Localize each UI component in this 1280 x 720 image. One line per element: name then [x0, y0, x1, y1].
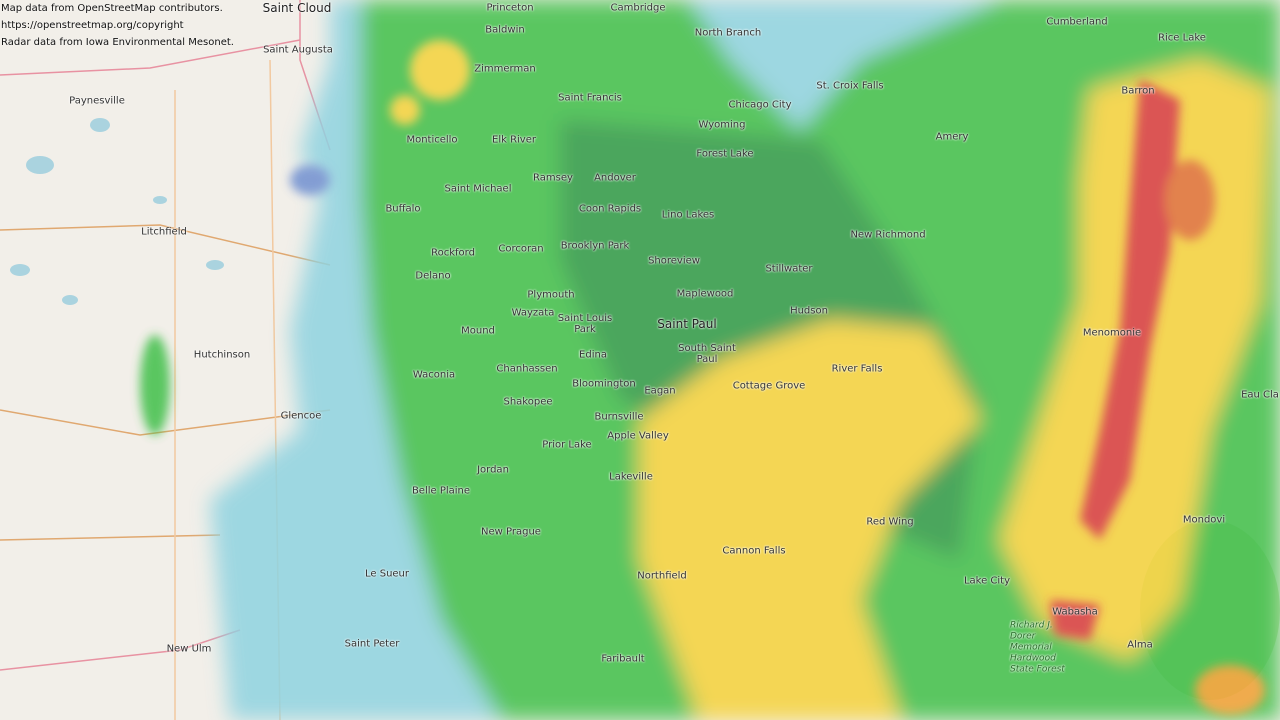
place-label[interactable]: Saint Francis — [558, 92, 622, 104]
place-label[interactable]: Saint Michael — [444, 183, 512, 195]
place-label[interactable]: Paynesville — [69, 95, 125, 107]
place-label[interactable]: Alma — [1127, 639, 1153, 651]
place-label[interactable]: Princeton — [486, 2, 534, 14]
place-label[interactable]: Wayzata — [511, 307, 555, 319]
place-label[interactable]: Red Wing — [866, 516, 914, 528]
place-label[interactable]: Saint Cloud — [262, 1, 332, 15]
place-label[interactable]: Northfield — [637, 570, 687, 582]
place-label[interactable]: Mound — [461, 325, 495, 337]
radar-red-echo — [1080, 80, 1180, 540]
place-label[interactable]: Litchfield — [141, 226, 187, 238]
place-label[interactable]: Lakeville — [609, 471, 653, 483]
place-label[interactable]: Elk River — [492, 134, 536, 146]
lakes — [10, 118, 224, 305]
place-label[interactable]: Richard J. Dorer Memorial Hardwood State… — [1010, 620, 1065, 675]
roads — [0, 0, 331, 720]
radar-yellow-echo — [640, 320, 980, 720]
place-label[interactable]: Prior Lake — [542, 439, 592, 451]
place-label[interactable]: Wyoming — [698, 119, 746, 131]
place-label[interactable]: Plymouth — [527, 289, 575, 301]
place-label[interactable]: Rice Lake — [1158, 32, 1206, 44]
place-label[interactable]: North Branch — [694, 27, 762, 39]
place-label[interactable]: Shoreview — [648, 255, 700, 267]
place-label[interactable]: Eagan — [644, 385, 676, 397]
place-label[interactable]: New Richmond — [850, 229, 926, 241]
place-label[interactable]: Maplewood — [676, 288, 734, 300]
place-label[interactable]: Saint Louis Park — [557, 313, 613, 335]
place-label[interactable]: Ramsey — [533, 172, 573, 184]
place-label[interactable]: Corcoran — [498, 243, 544, 255]
attribution-radar: Radar data from Iowa Environmental Meson… — [1, 37, 234, 48]
place-label[interactable]: Stillwater — [765, 263, 813, 275]
attribution-osm-link[interactable]: https://openstreetmap.org/copyright — [1, 20, 184, 31]
place-label[interactable]: Delano — [415, 270, 451, 282]
place-label[interactable]: Glencoe — [280, 410, 322, 422]
place-label[interactable]: Bloomington — [572, 378, 636, 390]
place-label[interactable]: Belle Plaine — [411, 485, 471, 497]
place-label[interactable]: Lino Lakes — [661, 209, 715, 221]
place-label[interactable]: Chicago City — [728, 99, 792, 111]
place-label[interactable]: Forest Lake — [696, 148, 754, 160]
place-label[interactable]: Le Sueur — [364, 568, 410, 580]
place-label[interactable]: Brooklyn Park — [560, 240, 630, 252]
place-label[interactable]: Buffalo — [385, 203, 421, 215]
place-label[interactable]: Apple Valley — [607, 430, 669, 442]
place-label[interactable]: Baldwin — [485, 24, 525, 36]
place-label[interactable]: Coon Rapids — [578, 203, 642, 215]
place-label[interactable]: New Ulm — [166, 643, 212, 655]
place-label[interactable]: Cambridge — [610, 2, 666, 14]
place-label[interactable]: Hudson — [790, 305, 828, 317]
place-label[interactable]: Monticello — [406, 134, 458, 146]
place-label[interactable]: Burnsville — [594, 411, 644, 423]
place-label[interactable]: Rockford — [431, 247, 475, 259]
attribution: Map data from OpenStreetMap contributors… — [0, 0, 234, 51]
place-label[interactable]: New Prague — [481, 526, 541, 538]
place-label[interactable]: Amery — [935, 131, 969, 143]
place-label[interactable]: Menomonie — [1082, 327, 1142, 339]
place-label[interactable]: Wabasha — [1052, 606, 1098, 618]
place-label[interactable]: Lake City — [963, 575, 1011, 587]
place-label[interactable]: Waconia — [412, 369, 456, 381]
place-label[interactable]: Cumberland — [1046, 16, 1108, 28]
place-label[interactable]: Hutchinson — [193, 349, 251, 361]
place-label[interactable]: Cottage Grove — [732, 380, 806, 392]
place-label[interactable]: Jordan — [477, 464, 509, 476]
place-label[interactable]: Zimmerman — [474, 63, 536, 75]
place-label[interactable]: River Falls — [831, 363, 883, 375]
place-label[interactable]: Barron — [1121, 85, 1155, 97]
place-label[interactable]: Andover — [594, 172, 636, 184]
place-label[interactable]: Mondovi — [1182, 514, 1226, 526]
place-label[interactable]: Cannon Falls — [722, 545, 786, 557]
place-label[interactable]: Shakopee — [503, 396, 553, 408]
place-label[interactable]: South Saint Paul — [678, 343, 736, 365]
place-label[interactable]: Saint Peter — [344, 638, 400, 650]
place-label[interactable]: Eau Cla — [1241, 389, 1279, 401]
place-label[interactable]: Saint Paul — [657, 317, 717, 331]
place-label[interactable]: St. Croix Falls — [816, 80, 884, 92]
place-label[interactable]: Chanhassen — [496, 363, 558, 375]
place-label[interactable]: Edina — [579, 349, 607, 361]
place-label[interactable]: Faribault — [601, 653, 645, 665]
attribution-osm: Map data from OpenStreetMap contributors… — [1, 3, 223, 14]
place-label[interactable]: Saint Augusta — [263, 44, 333, 56]
